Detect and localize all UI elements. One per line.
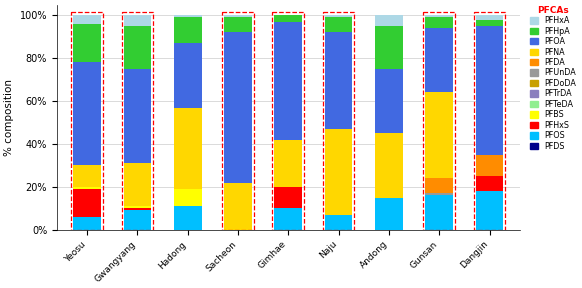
Bar [123,208,151,211]
Bar [73,217,101,230]
Legend: PFHxA, PFHpA, PFOA, PFNA, PFDA, PFUnDA, PFDoDA, PFTrDA, PFTeDA, PFBS, PFHxS, PFO: PFHxA, PFHpA, PFOA, PFNA, PFDA, PFUnDA, … [528,4,578,152]
Bar [224,183,252,230]
Bar [375,15,403,26]
Bar [73,62,101,165]
Bar [73,24,101,62]
Bar [475,15,503,20]
Bar [174,15,201,18]
Bar [325,33,353,129]
Bar [123,15,151,26]
Bar [325,215,353,230]
Bar [325,129,353,215]
Bar [174,206,201,230]
Bar [224,33,252,183]
Bar [174,189,201,206]
Bar [73,15,101,24]
Bar [123,206,151,208]
Bar [425,15,453,18]
Bar [275,140,302,187]
Bar [425,196,453,230]
Bar [174,18,201,43]
Bar [73,187,101,189]
Bar [375,69,403,133]
Bar [475,176,503,191]
Bar [425,92,453,178]
Bar [123,163,151,206]
Bar [174,107,201,189]
Bar [275,22,302,140]
Bar [475,155,503,176]
Bar [275,208,302,230]
Bar [73,189,101,217]
Bar [425,193,453,196]
Bar [425,178,453,193]
Bar [325,15,353,18]
Bar [174,43,201,107]
Bar [325,18,353,33]
Bar [123,69,151,163]
Bar [224,15,252,18]
Bar [73,165,101,187]
Bar [375,133,403,198]
Bar [123,26,151,69]
Bar [375,26,403,69]
Bar [475,26,503,155]
Bar [123,211,151,230]
Bar [475,191,503,230]
Bar [275,187,302,208]
Bar [475,20,503,26]
Bar [425,28,453,92]
Bar [375,198,403,230]
Bar [425,18,453,28]
Bar [275,15,302,22]
Bar [224,18,252,33]
Y-axis label: % composition: % composition [4,79,14,156]
